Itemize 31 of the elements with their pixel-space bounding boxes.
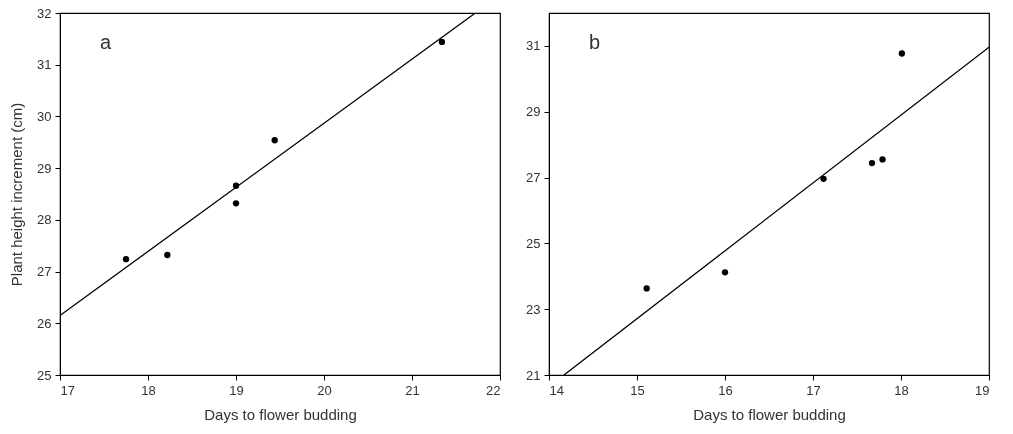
y-tick-label: 27 bbox=[526, 170, 541, 186]
y-tick-label: 27 bbox=[37, 264, 52, 280]
y-tick-label: 21 bbox=[526, 367, 541, 383]
y-tick-label: 25 bbox=[37, 367, 52, 383]
annotation: b bbox=[589, 31, 601, 53]
y-tick-label: 30 bbox=[37, 108, 52, 124]
x-tick-label: 22 bbox=[486, 382, 501, 398]
y-tick-label: 29 bbox=[37, 160, 52, 176]
annotation: a bbox=[100, 31, 112, 53]
x-tick-label: 18 bbox=[894, 382, 909, 398]
x-tick-label: 21 bbox=[405, 382, 420, 398]
y-tick-label: 25 bbox=[526, 235, 541, 251]
x-tick-label: 18 bbox=[141, 382, 156, 398]
x-tick-label: 15 bbox=[630, 382, 645, 398]
y-tick-label: 23 bbox=[526, 301, 541, 317]
y-tick-label: 28 bbox=[37, 212, 52, 228]
y-tick-label: 26 bbox=[37, 315, 52, 331]
x-tick-label: 19 bbox=[229, 382, 244, 398]
x-tick-label: 19 bbox=[975, 382, 990, 398]
y-axis-title: Plant height increment (cm) bbox=[8, 102, 26, 287]
y-tick-label: 31 bbox=[37, 57, 52, 73]
y-tick-label: 32 bbox=[37, 5, 52, 21]
x-tick-label: 17 bbox=[60, 382, 75, 398]
x-tick-label: 20 bbox=[317, 382, 332, 398]
y-tick-label: 29 bbox=[526, 104, 541, 120]
y-tick-label: 31 bbox=[526, 38, 541, 54]
x-axis-title: Days to flower budding bbox=[693, 405, 846, 423]
x-tick-label: 17 bbox=[806, 382, 821, 398]
x-axis-title: Days to flower budding bbox=[204, 405, 357, 423]
x-tick-label: 14 bbox=[549, 382, 564, 398]
x-tick-label: 16 bbox=[718, 382, 733, 398]
